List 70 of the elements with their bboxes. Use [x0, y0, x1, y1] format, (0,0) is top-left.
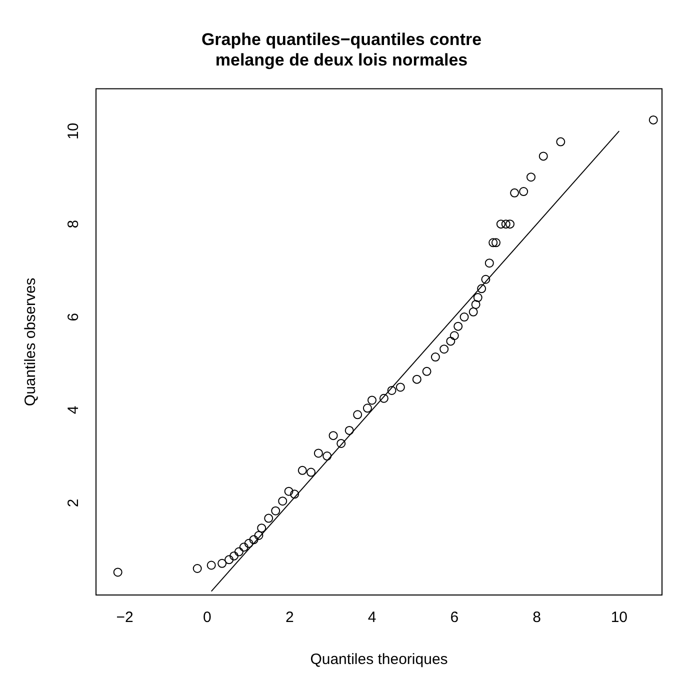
point [471, 300, 480, 309]
point [379, 394, 388, 403]
point [113, 568, 122, 577]
y-tick-label: 6 [64, 312, 82, 322]
point [430, 352, 440, 362]
point [257, 524, 266, 533]
point [496, 220, 506, 229]
point [556, 137, 566, 146]
point [298, 466, 307, 475]
y-axis-title: Quantiles observes [22, 278, 40, 406]
point [336, 438, 346, 448]
point [473, 293, 482, 302]
y-tick-label: 2 [64, 498, 82, 508]
point [648, 115, 658, 124]
point [446, 336, 456, 346]
point [322, 452, 332, 461]
point [239, 542, 248, 552]
point [290, 490, 300, 499]
point [284, 486, 294, 496]
point [206, 560, 216, 570]
point [488, 238, 498, 248]
y-tick-label: 8 [64, 220, 82, 228]
point [353, 410, 362, 420]
x-axis-title: Quantiles theoriques [310, 651, 448, 668]
point [387, 386, 396, 395]
point [491, 238, 500, 248]
point [192, 564, 202, 574]
point [481, 274, 490, 284]
chart-title: Graphe quantiles−quantiles contre melange de deux lois normales [201, 30, 482, 70]
point [271, 506, 280, 516]
point [362, 404, 372, 413]
point [367, 396, 376, 405]
x-tick-label: 4 [368, 609, 376, 626]
point [234, 547, 244, 556]
point [468, 307, 478, 316]
point [505, 220, 514, 229]
point [519, 187, 528, 196]
point [538, 152, 548, 161]
x-tick-label: 6 [450, 609, 459, 626]
point [412, 374, 422, 384]
x-tick-label: −2 [116, 609, 134, 626]
point [244, 538, 254, 548]
point [314, 448, 323, 458]
point [218, 558, 227, 568]
point [224, 555, 234, 564]
point [460, 312, 469, 322]
x-tick-label: 10 [610, 609, 628, 626]
point [454, 322, 463, 331]
point [510, 188, 520, 198]
x-tick-label: 2 [285, 609, 294, 626]
point [230, 551, 238, 560]
point [344, 426, 354, 435]
y-tick-label: 10 [64, 122, 82, 140]
point [450, 331, 459, 340]
point [440, 344, 449, 354]
point [501, 220, 510, 229]
point [422, 366, 432, 376]
point [484, 258, 494, 268]
point [306, 468, 316, 477]
x-tick-label: 8 [532, 609, 541, 626]
point [264, 514, 274, 523]
point [254, 531, 264, 540]
x-tick-label: 0 [203, 609, 212, 626]
point [396, 382, 405, 392]
point [526, 172, 536, 182]
point [249, 535, 258, 544]
y-tick-label: 4 [64, 406, 82, 414]
point [477, 284, 486, 294]
point [328, 431, 338, 440]
point [278, 496, 288, 506]
